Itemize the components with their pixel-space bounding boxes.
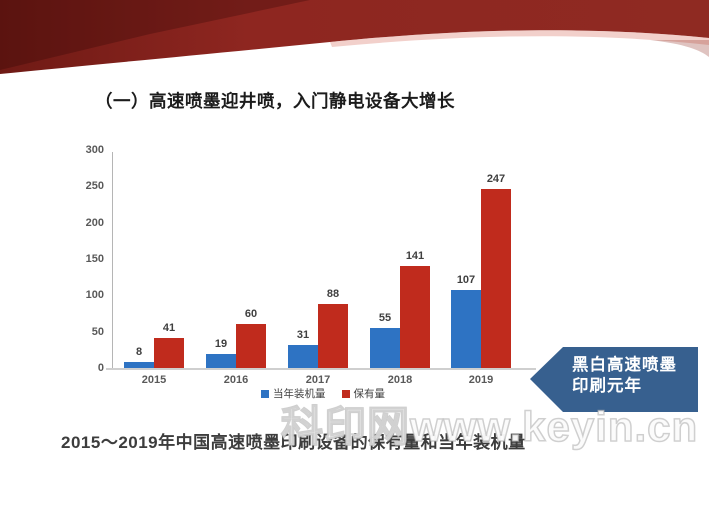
x-tick-label: 2015 [141, 374, 167, 386]
header-swoosh-graphic [0, 0, 709, 74]
bar-当年装机量-2015 [124, 362, 154, 368]
bar-保有量-2018 [400, 266, 430, 368]
bar-value-label: 141 [405, 250, 425, 262]
y-tick-label: 200 [85, 216, 104, 229]
callout-line-1: 黑白高速喷墨 [572, 356, 677, 374]
legend-item: 保有量 [341, 386, 386, 401]
x-tick-label: 2019 [468, 374, 494, 386]
bar-保有量-2019 [481, 189, 511, 368]
bar-当年装机量-2016 [206, 354, 236, 368]
callout-text: 黑白高速喷墨 印刷元年 [572, 355, 677, 397]
chart-legend: 当年装机量 保有量 [113, 386, 533, 401]
y-axis-line [112, 152, 113, 368]
y-tick-label: 100 [85, 289, 104, 302]
bar-value-label: 107 [456, 274, 476, 286]
callout-arrow-shape [530, 347, 698, 412]
bar-保有量-2015 [154, 338, 184, 368]
bar-保有量-2016 [236, 324, 266, 368]
watermark: 科印网www.keyin.cn [280, 402, 699, 451]
y-tick-label: 0 [97, 362, 104, 374]
x-axis-line [106, 368, 536, 370]
bar-value-label: 247 [486, 173, 506, 185]
y-tick-label: 250 [85, 180, 104, 193]
legend-swatch [261, 389, 269, 398]
bar-value-label: 8 [135, 346, 143, 358]
bar-保有量-2017 [318, 304, 348, 368]
legend-label: 保有量 [353, 388, 386, 400]
bar-value-label: 31 [296, 329, 310, 341]
y-tick-label: 300 [85, 144, 104, 156]
x-tick-label: 2018 [387, 374, 413, 386]
bar-当年装机量-2019 [451, 290, 481, 368]
x-tick-label: 2017 [305, 374, 331, 386]
bar-value-label: 60 [244, 308, 258, 320]
callout-line-2: 印刷元年 [572, 377, 642, 395]
bar-value-label: 19 [214, 338, 228, 350]
legend-swatch [341, 389, 350, 398]
legend-label: 当年装机量 [273, 388, 326, 400]
legend-item: 当年装机量 [261, 386, 326, 401]
chart-caption: 2015～2019年中国高速喷墨印刷设备的保有量和当年装机量 [61, 433, 526, 452]
bar-当年装机量-2018 [370, 328, 400, 368]
y-tick-label: 50 [91, 325, 104, 338]
bar-value-label: 88 [326, 288, 340, 300]
y-tick-label: 150 [85, 253, 104, 265]
bar-当年装机量-2017 [288, 345, 318, 368]
x-tick-label: 2016 [223, 374, 249, 386]
page-title: （一）高速喷墨迎井喷，入门静电设备大增长 [95, 91, 455, 111]
callout-banner: 黑白高速喷墨 印刷元年 [528, 346, 700, 414]
bar-value-label: 41 [162, 322, 176, 334]
bar-value-label: 55 [378, 312, 392, 324]
